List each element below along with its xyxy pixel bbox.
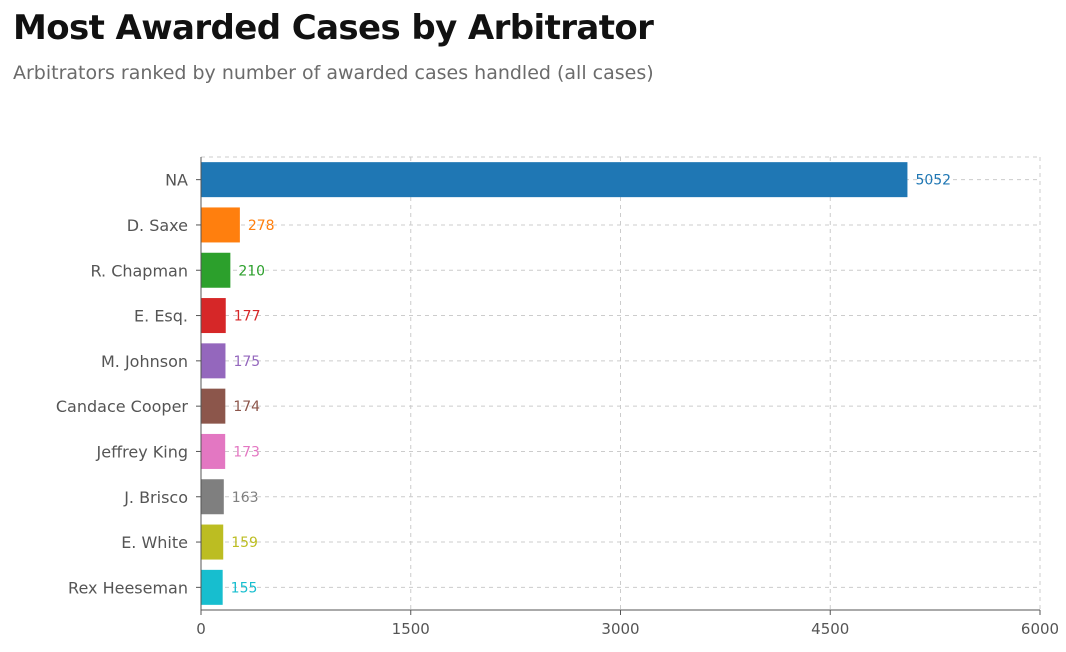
bar [201, 343, 226, 379]
category-label: E. White [121, 533, 188, 552]
bar [201, 433, 226, 469]
axes: 0 1500 3000 4500 6000 [196, 157, 1059, 638]
category-label: M. Johnson [101, 352, 188, 371]
bars [201, 162, 908, 605]
bar [201, 298, 226, 334]
x-tick-label: 6000 [1021, 620, 1059, 638]
category-label: Candace Cooper [56, 397, 189, 416]
x-tick-label: 3000 [601, 620, 639, 638]
bar [201, 524, 224, 560]
value-label: 155 [231, 580, 258, 596]
category-label: J. Brisco [123, 488, 188, 507]
value-label: 177 [234, 309, 261, 325]
category-label: Rex Heeseman [68, 578, 188, 597]
bar [201, 162, 908, 198]
value-label: 163 [232, 490, 259, 506]
bar [201, 569, 223, 605]
x-tick-label: 1500 [392, 620, 430, 638]
grid-lines [201, 156, 1041, 610]
value-label: 5052 [915, 173, 951, 189]
labels: NA 5052 D. Saxe 278 R. Chapman 210 E. Esq. 177 M… [56, 171, 951, 598]
category-label: R. Chapman [90, 261, 188, 280]
category-label: D. Saxe [127, 216, 188, 235]
value-label: 173 [233, 444, 260, 460]
value-label: 174 [233, 399, 260, 415]
bar [201, 252, 231, 288]
category-label: NA [165, 171, 188, 190]
category-label: Jeffrey King [96, 442, 188, 461]
chart-subtitle: Arbitrators ranked by number of awarded … [13, 62, 654, 84]
value-label: 175 [233, 354, 260, 370]
value-label: 278 [248, 218, 275, 234]
category-label: E. Esq. [134, 307, 188, 326]
x-tick-label: 4500 [811, 620, 849, 638]
chart-title: Most Awarded Cases by Arbitrator [13, 8, 654, 48]
value-label: 210 [238, 263, 265, 279]
x-tick-label: 0 [196, 620, 206, 638]
bar [201, 207, 240, 243]
bar [201, 388, 226, 424]
bar [201, 479, 224, 515]
value-label: 159 [231, 535, 258, 551]
